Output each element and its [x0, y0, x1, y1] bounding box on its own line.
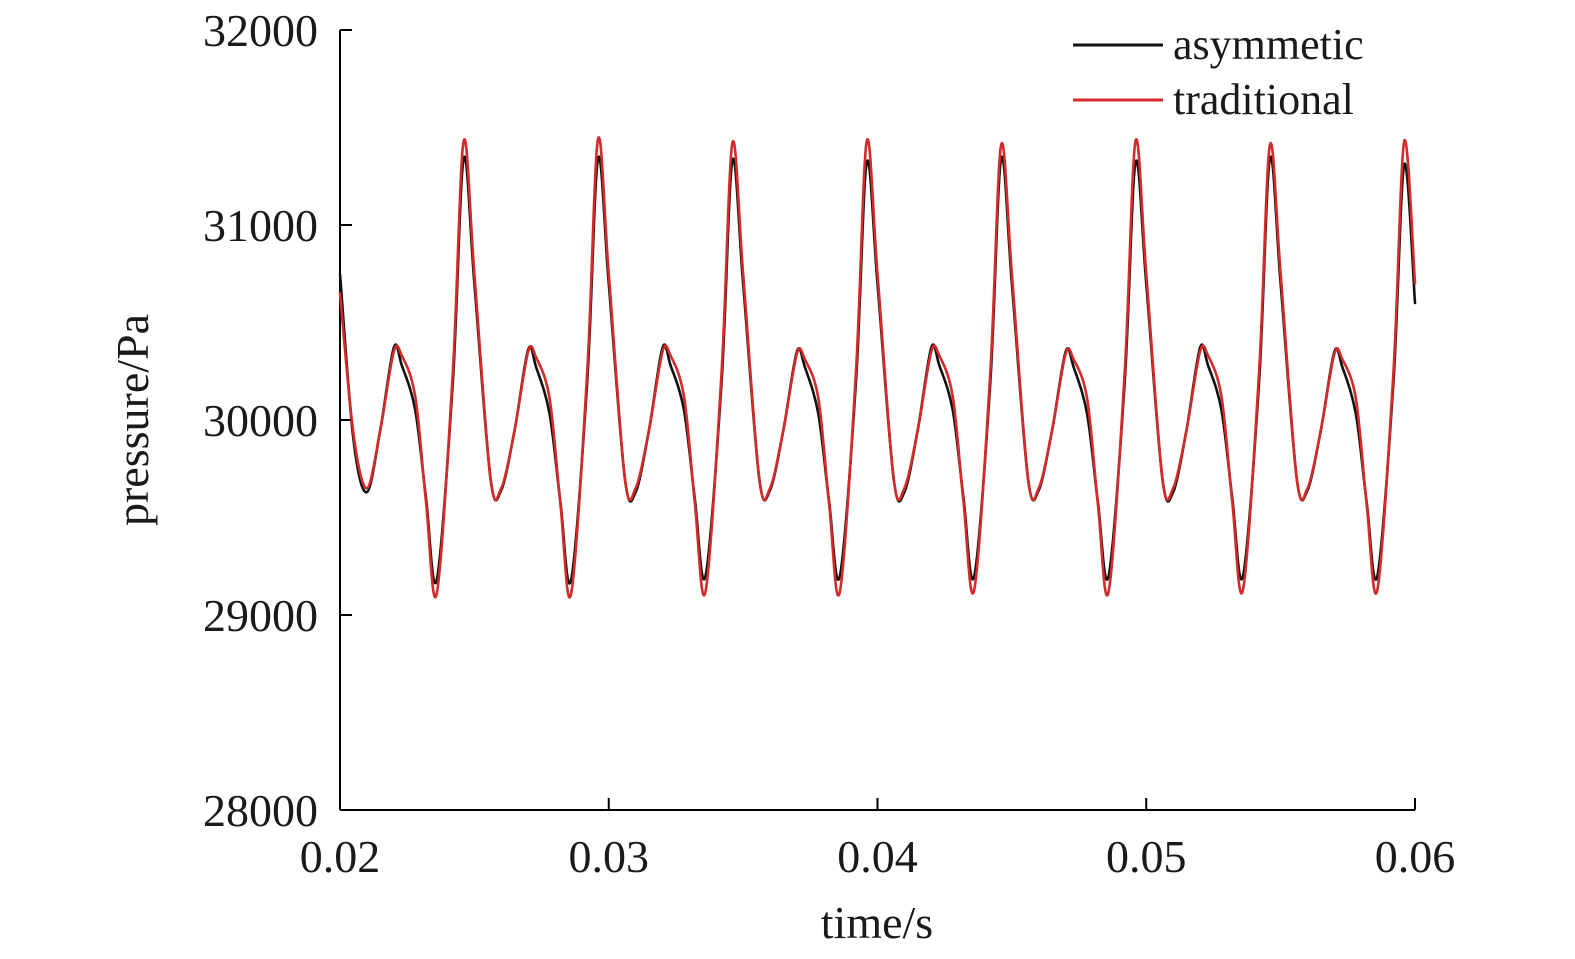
y-tick-label: 30000: [203, 395, 318, 446]
x-ticks: 0.02 0.03 0.04 0.05 0.06: [300, 798, 1456, 882]
y-tick-label: 32000: [203, 5, 318, 56]
legend-label-asymmetic: asymmetic: [1173, 20, 1364, 69]
y-tick-label: 29000: [203, 590, 318, 641]
x-axis-title: time/s: [821, 897, 933, 948]
x-tick-label: 0.06: [1375, 831, 1456, 882]
series-line-asymmetic: [338, 155, 1417, 585]
y-axis-title: pressure/Pa: [107, 314, 158, 526]
legend: asymmetic traditional: [1073, 20, 1364, 124]
x-tick-label: 0.04: [837, 831, 918, 882]
y-tick-label: 31000: [203, 200, 318, 251]
y-ticks: 28000 29000 30000 31000 32000: [203, 5, 352, 836]
y-tick-label: 28000: [203, 785, 318, 836]
x-tick-label: 0.05: [1106, 831, 1187, 882]
series-layer: [338, 136, 1417, 599]
axes: [339, 30, 1415, 811]
x-tick-label: 0.02: [300, 831, 381, 882]
legend-label-traditional: traditional: [1173, 75, 1354, 124]
x-tick-label: 0.03: [569, 831, 650, 882]
series-line-traditional: [338, 136, 1417, 599]
